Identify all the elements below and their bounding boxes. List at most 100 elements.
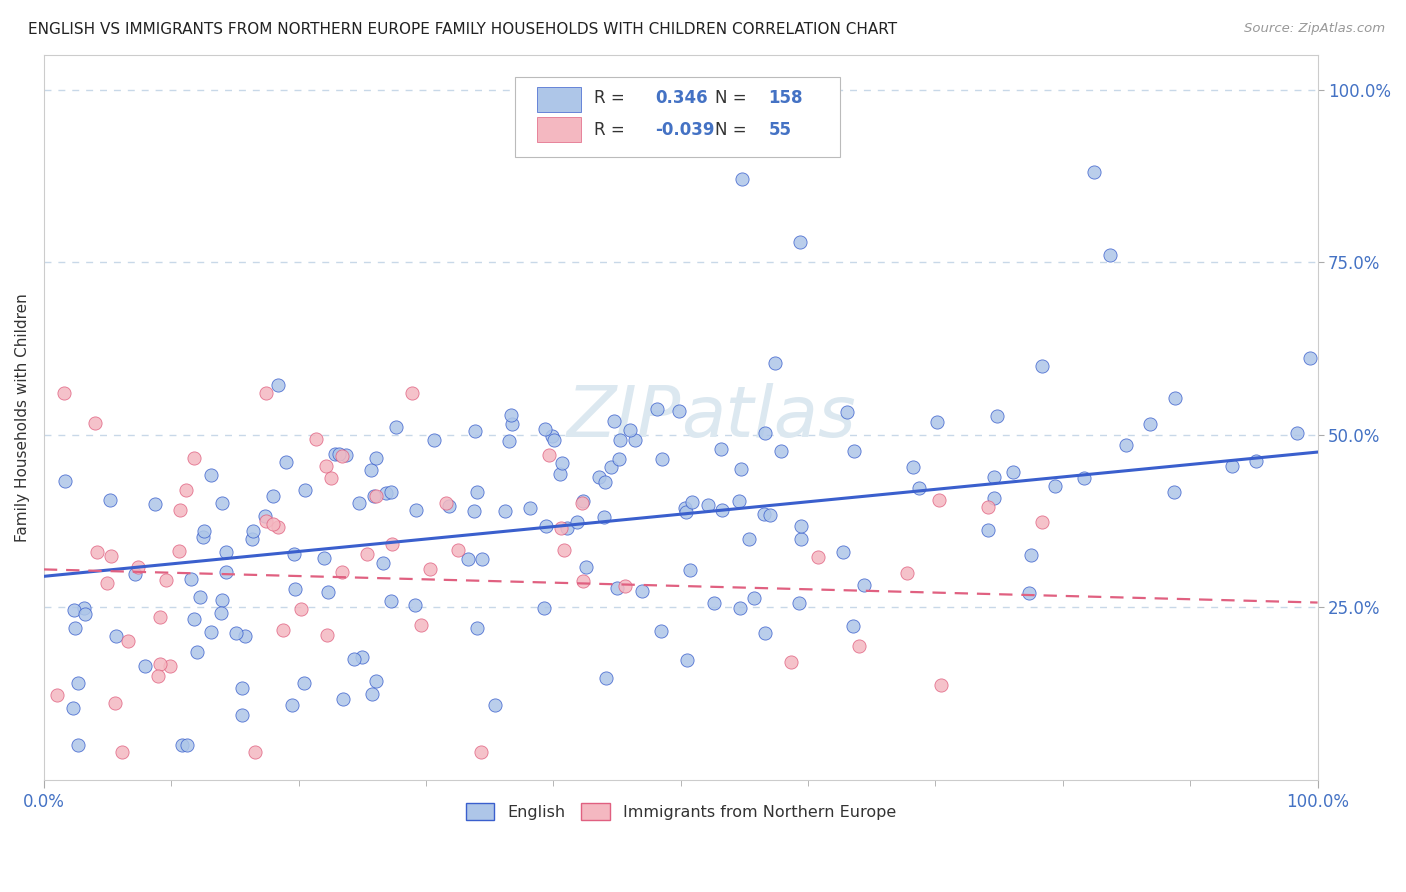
Point xyxy=(807,550,830,565)
Point xyxy=(609,433,631,447)
Point xyxy=(588,470,610,484)
Point xyxy=(183,451,205,466)
Point xyxy=(465,621,488,635)
Point xyxy=(423,433,446,447)
Text: 158: 158 xyxy=(769,89,803,107)
Point xyxy=(332,691,354,706)
Point xyxy=(284,582,307,596)
Point xyxy=(1139,417,1161,432)
Point xyxy=(186,645,208,659)
Point xyxy=(404,598,426,612)
Point xyxy=(501,417,523,431)
Point xyxy=(254,386,277,401)
Point xyxy=(380,485,402,500)
Point xyxy=(215,545,238,559)
Point xyxy=(63,621,86,635)
Point xyxy=(498,434,520,448)
Point xyxy=(463,504,485,518)
Point xyxy=(335,448,357,462)
Point xyxy=(83,416,105,430)
Point xyxy=(571,574,593,588)
Point xyxy=(231,681,253,695)
Point xyxy=(1220,458,1243,473)
Point xyxy=(550,456,572,470)
Point xyxy=(225,626,247,640)
Point xyxy=(543,433,565,447)
Point xyxy=(53,386,76,401)
Point xyxy=(837,405,859,419)
Text: 0.346: 0.346 xyxy=(655,89,707,107)
Point xyxy=(673,501,696,516)
Point xyxy=(1299,351,1322,366)
Point xyxy=(925,415,948,429)
Text: -0.039: -0.039 xyxy=(655,120,714,139)
Point xyxy=(675,505,697,519)
Point xyxy=(209,606,232,620)
Point xyxy=(986,409,1008,424)
Point xyxy=(645,402,668,417)
Point xyxy=(419,562,441,576)
Bar xyxy=(537,118,582,142)
Point xyxy=(363,489,385,503)
Point xyxy=(1098,248,1121,262)
Point xyxy=(789,235,811,249)
Point xyxy=(67,676,90,690)
Point xyxy=(243,745,266,759)
Point xyxy=(832,545,855,559)
Point xyxy=(294,483,316,498)
Point xyxy=(321,471,343,485)
Point xyxy=(494,504,516,518)
Point xyxy=(366,489,388,503)
Point xyxy=(75,607,97,621)
Text: 55: 55 xyxy=(769,120,792,139)
Point xyxy=(188,590,211,604)
Point xyxy=(1031,515,1053,529)
Point xyxy=(292,675,315,690)
Point xyxy=(848,639,870,653)
Point xyxy=(356,547,378,561)
Point xyxy=(651,451,673,466)
Point xyxy=(86,544,108,558)
Point xyxy=(679,563,702,577)
Point xyxy=(53,474,76,488)
Point xyxy=(1002,465,1025,479)
Point xyxy=(174,483,197,498)
Point xyxy=(728,493,751,508)
Point xyxy=(401,386,423,401)
Point xyxy=(315,458,337,473)
Point xyxy=(374,486,396,500)
Point xyxy=(290,601,312,615)
Point xyxy=(650,624,672,638)
Point xyxy=(323,447,346,461)
Point xyxy=(104,629,127,643)
Point xyxy=(1073,471,1095,485)
Point xyxy=(752,507,775,521)
Point xyxy=(710,442,733,456)
Point xyxy=(1285,425,1308,440)
Point xyxy=(613,580,636,594)
Point xyxy=(149,657,172,671)
Point xyxy=(731,172,754,186)
Point xyxy=(668,404,690,418)
Point xyxy=(111,745,134,759)
Point xyxy=(599,459,621,474)
Point xyxy=(550,521,572,535)
Point xyxy=(575,560,598,574)
Point xyxy=(519,500,541,515)
Point xyxy=(73,600,96,615)
Point xyxy=(276,455,298,469)
Point xyxy=(176,739,198,753)
Point xyxy=(262,517,284,532)
Point xyxy=(254,514,277,528)
Point xyxy=(465,485,488,500)
Point xyxy=(595,671,617,685)
Point xyxy=(759,508,782,522)
Point xyxy=(602,414,624,428)
Point xyxy=(180,573,202,587)
Point xyxy=(844,444,866,458)
Point xyxy=(779,655,801,669)
Point xyxy=(352,649,374,664)
Point xyxy=(330,449,353,463)
Point xyxy=(754,626,776,640)
Point xyxy=(360,463,382,477)
